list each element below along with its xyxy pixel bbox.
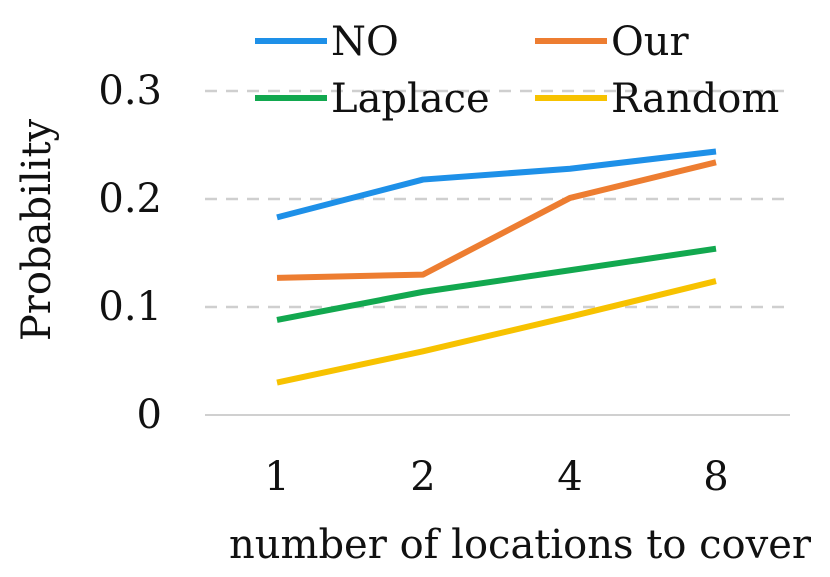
legend-label: Laplace	[331, 76, 490, 122]
legend-item-our: Our	[535, 19, 690, 65]
legend-item-no: NO	[255, 19, 399, 65]
y-axis-label: Probability	[14, 118, 60, 341]
y-tick-labels: 0 0.1 0.2 0.3	[98, 68, 162, 438]
y-tick-label: 0.2	[98, 176, 162, 222]
y-tick-label: 0.1	[98, 284, 162, 330]
x-tick-label: 1	[264, 454, 289, 500]
series-line-random	[276, 278, 717, 386]
series-line-our	[276, 159, 717, 281]
series-line-laplace	[276, 245, 717, 323]
y-tick-label: 0.3	[98, 68, 162, 114]
x-tick-labels: 1 2 4 8	[264, 454, 728, 500]
legend-item-laplace: Laplace	[255, 76, 490, 122]
legend-item-random: Random	[535, 76, 779, 122]
legend-label: Our	[611, 19, 690, 65]
grid-lines	[205, 89, 790, 416]
x-axis-label: number of locations to cover	[229, 522, 812, 568]
legend-label: Random	[611, 76, 779, 122]
x-tick-label: 8	[703, 454, 728, 500]
x-tick-label: 2	[410, 454, 435, 500]
x-tick-label: 4	[557, 454, 582, 500]
series-line-no	[276, 148, 717, 221]
y-tick-label: 0	[137, 392, 162, 438]
legend: NO Our Laplace Random	[255, 19, 779, 122]
legend-label: NO	[331, 19, 399, 65]
series-lines	[276, 148, 717, 386]
